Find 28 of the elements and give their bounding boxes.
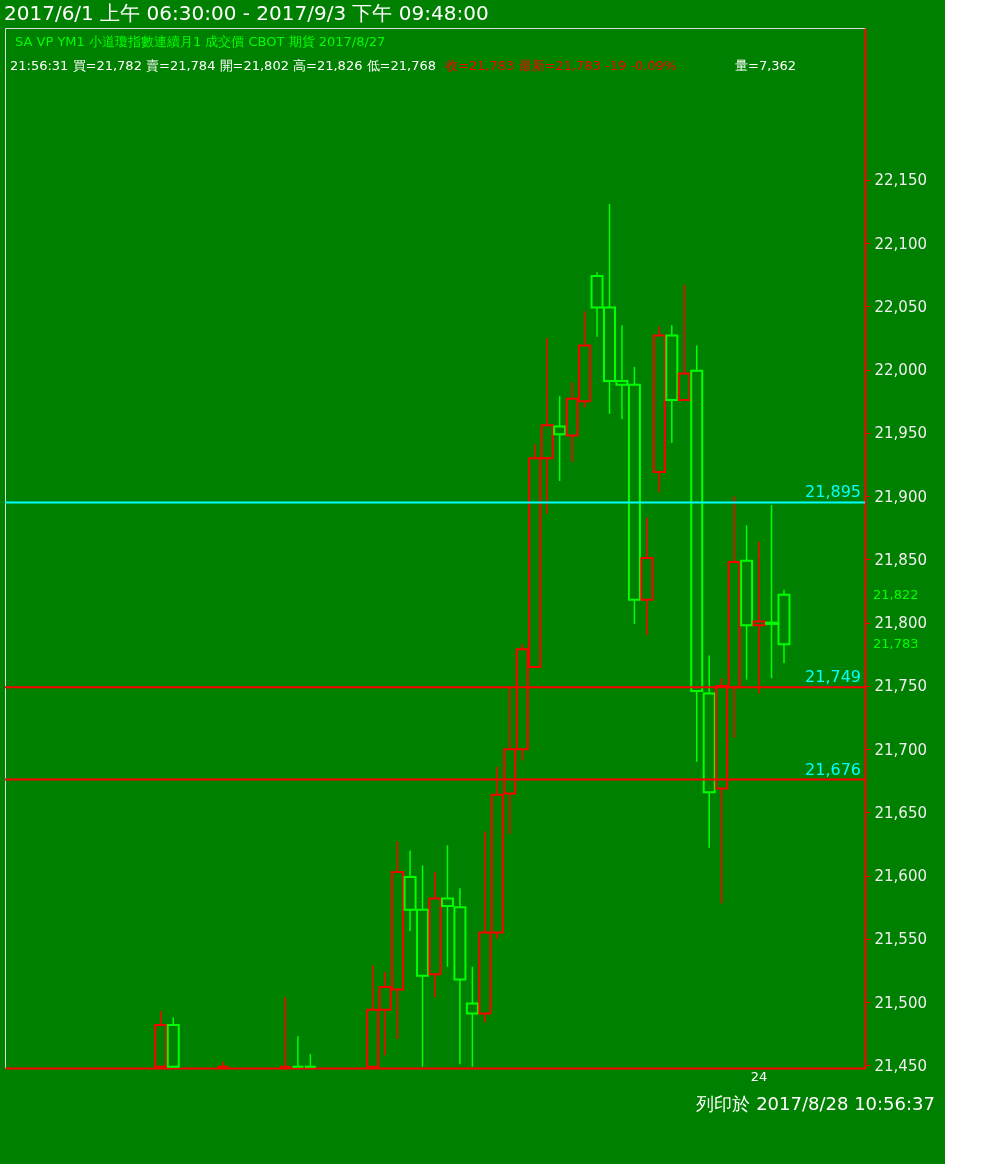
- annotation: 收=21,783 最新=21,783 -19 -0.09%: [445, 58, 677, 73]
- candlestick: [291, 1035, 305, 1068]
- y-tick-label: 22,050: [874, 297, 927, 316]
- y-tick-label: 21,450: [874, 1056, 927, 1075]
- y-tick-label: 21,550: [874, 930, 927, 949]
- annotation: 21:56:31 買=21,782 賣=21,784 開=21,802 高=21,826 低=21,768: [10, 58, 436, 73]
- annotation: 量=7,362: [735, 58, 797, 73]
- chart-subtitle: SA VP YM1 小道瓊指數連續月1 成交價 CBOT 期貨 2017/8/27: [15, 34, 386, 49]
- y-tick-label: 21,650: [874, 803, 927, 822]
- y-tick-label: 21,500: [874, 993, 927, 1012]
- y-tick-label: 22,100: [874, 234, 927, 253]
- y-tick-label: 21,800: [874, 614, 927, 633]
- x-tick-label: 24: [750, 1068, 768, 1084]
- y-tick-label: 21,850: [874, 550, 927, 569]
- text: 21,783: [873, 635, 919, 651]
- y-tick-label: 21,900: [874, 487, 927, 506]
- text: 21,822: [873, 586, 919, 602]
- y-tick-label: 22,000: [874, 361, 927, 380]
- y-tick-label: 22,150: [874, 171, 927, 190]
- ref-line-label: 21,749: [805, 667, 861, 687]
- y-tick-label: 21,600: [874, 867, 927, 886]
- y-tick-label: 21,700: [874, 740, 927, 759]
- ref-line-label: 21,895: [805, 482, 861, 502]
- chart-title: 2017/6/1 上午 06:30:00 - 2017/9/3 下午 09:48:00: [4, 1, 489, 25]
- y-tick-label: 21,950: [874, 424, 927, 443]
- text: 列印於 2017/8/28 10:56:37: [696, 1093, 935, 1114]
- ref-line-label: 21,676: [805, 759, 861, 779]
- y-tick-label: 21,750: [874, 677, 927, 696]
